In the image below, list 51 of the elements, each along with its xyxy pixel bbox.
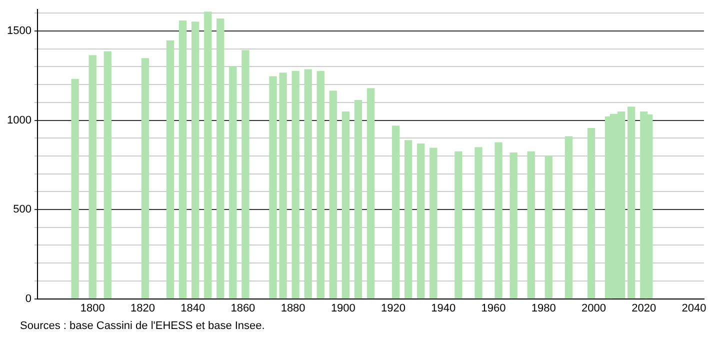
bar bbox=[510, 152, 518, 299]
bar bbox=[304, 69, 312, 299]
bar bbox=[628, 106, 636, 299]
x-tick-label: 2040 bbox=[682, 302, 706, 314]
x-tick-label: 1840 bbox=[180, 302, 206, 314]
bar bbox=[564, 136, 573, 299]
bar bbox=[71, 78, 79, 299]
bar bbox=[354, 100, 362, 299]
x-tick-label: 1860 bbox=[230, 302, 256, 314]
y-tick-label: 1500 bbox=[6, 25, 32, 38]
bar bbox=[166, 40, 174, 299]
x-tick-label: 1920 bbox=[381, 302, 406, 314]
x-tick-label: 1800 bbox=[80, 302, 105, 314]
bar bbox=[141, 58, 150, 299]
bar bbox=[204, 12, 212, 299]
x-tick-label: 2000 bbox=[582, 302, 606, 314]
y-tick-label: 0 bbox=[25, 292, 32, 305]
bar bbox=[329, 90, 337, 299]
y-tick-label: 500 bbox=[13, 204, 32, 216]
bar bbox=[392, 126, 400, 299]
bar bbox=[178, 20, 187, 299]
bar bbox=[366, 88, 375, 299]
bar bbox=[494, 142, 502, 299]
bar bbox=[242, 50, 250, 299]
bar bbox=[316, 71, 324, 299]
x-tick-label: 1820 bbox=[130, 302, 155, 314]
bar bbox=[104, 51, 112, 299]
bar bbox=[527, 151, 535, 299]
bar bbox=[342, 112, 350, 299]
bar bbox=[430, 148, 438, 299]
bar bbox=[454, 151, 462, 299]
bar bbox=[192, 22, 200, 299]
bar bbox=[292, 71, 300, 299]
x-tick-label: 2020 bbox=[632, 302, 656, 314]
bar bbox=[404, 140, 412, 299]
x-tick-label: 1980 bbox=[531, 302, 556, 314]
bar bbox=[279, 72, 287, 299]
x-tick-label: 1940 bbox=[431, 302, 456, 314]
bar bbox=[269, 76, 277, 299]
x-tick-label: 1960 bbox=[481, 302, 506, 314]
x-tick-label: 1900 bbox=[330, 302, 356, 314]
source-note: Sources : base Cassini de l'EHESS et base Insee. bbox=[20, 320, 265, 332]
bar bbox=[417, 144, 425, 299]
x-tick-label: 1880 bbox=[280, 302, 306, 314]
bar bbox=[587, 128, 596, 299]
bar bbox=[474, 147, 482, 299]
bar bbox=[216, 18, 224, 299]
y-tick-label: 1000 bbox=[6, 114, 32, 126]
bar bbox=[229, 66, 237, 299]
bar bbox=[544, 156, 552, 299]
bar bbox=[88, 55, 96, 299]
